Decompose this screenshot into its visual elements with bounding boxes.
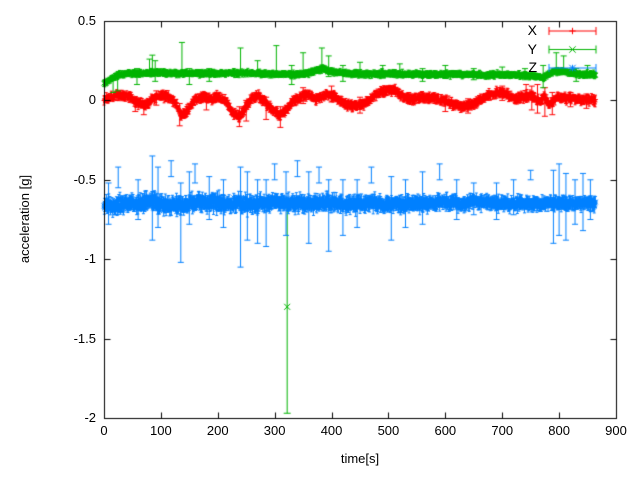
legend-label-z: Z xyxy=(528,59,537,75)
legend-label-y: Y xyxy=(527,40,537,57)
y-axis-title: acceleration [g] xyxy=(17,174,32,264)
x-tick-label-800: 800 xyxy=(548,423,570,438)
x-tick-label-600: 600 xyxy=(434,423,457,438)
x-tick-label-400: 400 xyxy=(320,423,343,438)
y-tick-label--2: -2 xyxy=(84,410,96,425)
x-axis-title: time[s] xyxy=(340,451,380,466)
y-tick-label--1.5: -1.5 xyxy=(73,330,96,346)
y-tick-label-0.5: 0.5 xyxy=(77,13,96,28)
y-tick-label-0: 0 xyxy=(88,92,96,108)
y-tick-label--0.5: -0.5 xyxy=(73,171,96,187)
y-tick-label--1: -1 xyxy=(84,251,96,267)
x-tick-label-900: 900 xyxy=(605,423,627,438)
legend-label-x: X xyxy=(527,22,537,38)
x-tick-label-500: 500 xyxy=(377,423,400,438)
x-tick-label-200: 200 xyxy=(206,423,229,438)
x-tick-label-100: 100 xyxy=(150,423,172,438)
x-tick-label-700: 700 xyxy=(491,423,514,438)
x-tick-label-300: 300 xyxy=(263,423,286,438)
x-tick-label-0: 0 xyxy=(100,423,108,438)
